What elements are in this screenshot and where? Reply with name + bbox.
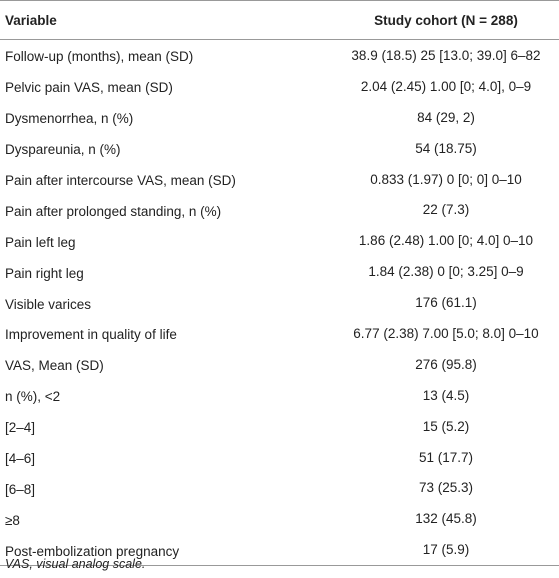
table-row: Visible varices 176 (61.1) [0, 287, 559, 318]
value-cell: 176 (61.1) [415, 295, 477, 311]
variable-cell: Pain after prolonged standing, n (%) [5, 203, 222, 219]
header-cell: Study cohort (N = 288) [333, 0, 559, 40]
table-row: Post-embolization pregnancy 17 (5.9) [0, 534, 559, 567]
value-cell: 84 (29, 2) [417, 109, 475, 125]
variable-cell: [2–4] [5, 420, 36, 436]
value-cell: 17 (5.9) [333, 534, 559, 567]
table-row: Improvement in quality of life 6.77 (2.38… [0, 318, 559, 349]
value-cell: 276 (95.8) [415, 356, 477, 372]
value-cell: 38.9 (18.5) 25 [13.0; 39.0] 6–82 [351, 47, 541, 63]
value-cell: 1.84 (2.38) 0 [0; 3.25] 0–9 [368, 264, 524, 280]
variable-cell: Improvement in quality of life [5, 327, 177, 343]
table-body: Follow-up (months), mean (SD) 38.9 (18.5)… [0, 40, 559, 567]
variable-cell: [4–6] [5, 451, 36, 467]
table-row: [6–8] 73 (25.3) [0, 472, 559, 503]
variable-cell: Pelvic pain VAS, mean (SD) [5, 80, 173, 96]
variable-cell: [6–8] [5, 481, 36, 497]
table-row: Pain left leg 1.86 (2.48) 1.00 [0; 4.0] 0… [0, 225, 559, 256]
variable-cell: n (%), <2 [5, 389, 61, 405]
table-row: n (%), <2 13 (4.5) [0, 380, 559, 411]
table-row: ≥8 132 (45.8) [0, 503, 559, 534]
header-row: Variable Study cohort (N = 288) [0, 0, 559, 40]
value-cell: 51 (17.7) [418, 449, 474, 465]
value-cell: 73 (25.3) [418, 480, 474, 496]
variable-cell: Visible varices [5, 296, 92, 312]
table-row: Pelvic pain VAS, mean (SD) 2.04 (2.45) 1.… [0, 71, 559, 102]
value-cell: 54 (18.75) [415, 140, 477, 156]
variable-cell: Pain right leg [5, 265, 84, 281]
value-cell: 0.833 (1.97) 0 [0; 0] 0–10 [370, 171, 522, 187]
table-row: Pain after prolonged standing, n (%) 22 (… [0, 194, 559, 225]
variable-cell: Dyspareunia, n (%) [5, 142, 121, 158]
footnote: VAS, visual analog scale. [5, 557, 146, 571]
variable-cell: Post-embolization pregnancy [0, 534, 333, 567]
table-row: Dyspareunia, n (%) 54 (18.75) [0, 133, 559, 164]
value-cell: 22 (7.3) [422, 202, 470, 218]
table-row: Pain after intercourse VAS, mean (SD) 0.8… [0, 164, 559, 195]
variable-cell: VAS, Mean (SD) [5, 358, 104, 374]
value-cell: 1.86 (2.48) 1.00 [0; 4.0] 0–10 [358, 233, 534, 249]
variable-cell: Pain left leg [5, 234, 76, 250]
header-cell: Variable [0, 0, 333, 40]
variable-cell: ≥8 [5, 512, 20, 528]
table-row: Dysmenorrhea, n (%) 84 (29, 2) [0, 102, 559, 133]
table-row: Follow-up (months), mean (SD) 38.9 (18.5)… [0, 40, 559, 71]
variable-cell: Dysmenorrhea, n (%) [5, 111, 134, 127]
variable-cell: Pain after intercourse VAS, mean (SD) [5, 173, 236, 188]
value-cell: 13 (4.5) [422, 387, 470, 403]
value-cell: 15 (5.2) [422, 418, 470, 434]
table-row: [2–4] 15 (5.2) [0, 411, 559, 442]
value-cell: 2.04 (2.45) 1.00 [0; 4.0], 0–9 [360, 78, 532, 94]
value-cell: 6.77 (2.38) 7.00 [5.0; 8.0] 0–10 [353, 325, 539, 341]
variable-cell: Follow-up (months), mean (SD) [5, 49, 194, 65]
table-row: Pain right leg 1.84 (2.38) 0 [0; 3.25] 0–… [0, 256, 559, 287]
table-row: VAS, Mean (SD) 276 (95.8) [0, 349, 559, 380]
value-cell: 132 (45.8) [415, 511, 477, 527]
table-row: [4–6] 51 (17.7) [0, 442, 559, 473]
